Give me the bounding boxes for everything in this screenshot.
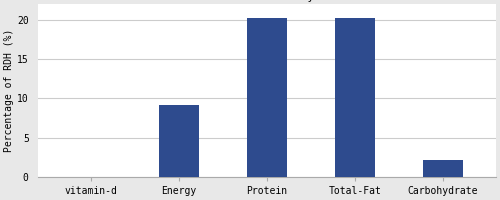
Y-axis label: Percentage of RDH (%): Percentage of RDH (%)	[4, 29, 14, 152]
Bar	[160, 105, 199, 177]
Bar	[248, 18, 287, 177]
Bar	[424, 160, 463, 177]
Text: www.dietandfitnesstoday.com: www.dietandfitnesstoday.com	[159, 0, 341, 2]
Bar	[336, 18, 375, 177]
